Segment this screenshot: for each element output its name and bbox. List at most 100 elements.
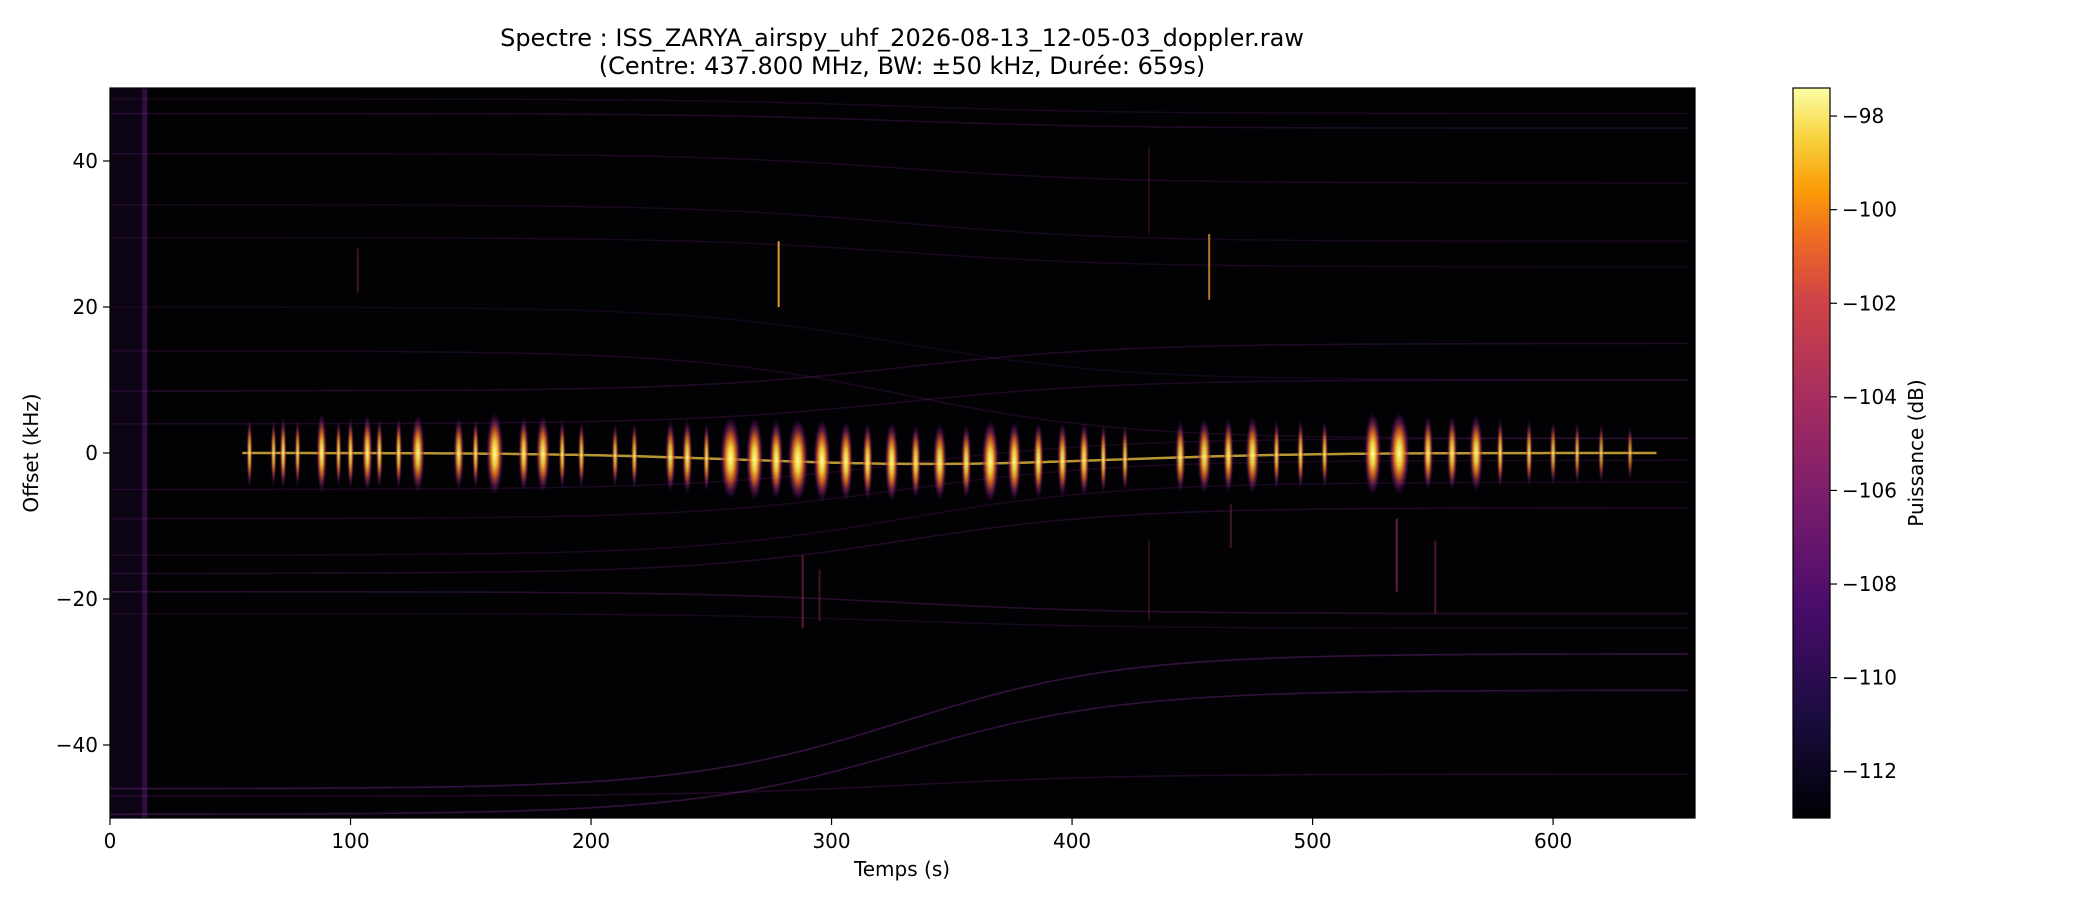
signal-burst-58 <box>1627 425 1634 481</box>
x-tick-label-300: 300 <box>812 829 850 853</box>
signal-burst-37 <box>1057 421 1068 498</box>
y-tick-label--40: −40 <box>56 733 98 757</box>
doppler-line-5 <box>110 306 1688 381</box>
doppler-line-15 <box>110 653 1688 790</box>
signal-burst-56 <box>1574 421 1581 485</box>
signal-burst-18 <box>611 422 619 488</box>
signal-burst-21 <box>682 419 693 495</box>
signal-burst-15 <box>536 415 550 494</box>
signal-burst-13 <box>486 411 504 496</box>
signal-burst-7 <box>362 414 373 493</box>
signal-burst-30 <box>884 421 899 502</box>
x-axis: 0 100 200 300 400 500 600 <box>104 818 1572 853</box>
signal-burst-2 <box>279 416 287 490</box>
x-tick-label-500: 500 <box>1293 829 1331 853</box>
signal-burst-35 <box>1007 420 1022 502</box>
signal-burst-45 <box>1273 419 1280 490</box>
x-tick-label-600: 600 <box>1534 829 1572 853</box>
signal-burst-4 <box>316 412 327 494</box>
signal-burst-49 <box>1388 411 1410 495</box>
signal-burst-6 <box>347 416 354 490</box>
signal-burst-52 <box>1469 414 1484 493</box>
colorbar-tick-label-98: −98 <box>1842 104 1884 128</box>
y-tick-label-40: 40 <box>73 149 98 173</box>
signal-burst-28 <box>839 420 853 502</box>
signal-burst-24 <box>745 417 764 501</box>
x-tick-label-100: 100 <box>331 829 369 853</box>
signal-burst-54 <box>1525 419 1533 487</box>
signal-burst-44 <box>1245 415 1260 494</box>
doppler-line-7 <box>110 342 1688 392</box>
x-tick-label-0: 0 <box>104 829 117 853</box>
signal-burst-33 <box>961 423 972 500</box>
x-axis-label: Temps (s) <box>853 857 950 881</box>
doppler-line-0 <box>110 98 1688 115</box>
y-tick-label-0: 0 <box>85 441 98 465</box>
x-tick-label-200: 200 <box>572 829 610 853</box>
signal-burst-25 <box>769 418 784 500</box>
y-axis-label: Offset (kHz) <box>19 393 43 512</box>
signal-burst-22 <box>703 422 710 493</box>
signal-burst-20 <box>665 419 676 493</box>
signal-burst-34 <box>981 419 999 503</box>
signal-burst-12 <box>472 418 480 489</box>
doppler-line-8 <box>110 379 1688 425</box>
colorbar-gradient <box>1792 87 1831 819</box>
colorbar-tick-label-110: −110 <box>1842 666 1897 690</box>
signal-burst-19 <box>630 421 638 490</box>
signal-burst-5 <box>335 419 342 488</box>
signal-burst-36 <box>1033 421 1044 500</box>
y-tick-label--20: −20 <box>56 587 98 611</box>
doppler-line-13 <box>110 590 1688 615</box>
signal-burst-50 <box>1422 415 1434 492</box>
signal-burst-47 <box>1321 419 1329 488</box>
signal-burst-3 <box>294 419 301 487</box>
signal-burst-26 <box>787 418 809 502</box>
signal-burst-11 <box>453 416 464 490</box>
signal-burst-17 <box>577 420 585 489</box>
colorbar-tick-label-106: −106 <box>1842 478 1897 502</box>
signal-burst-23 <box>720 416 741 500</box>
colorbar-tick-label-108: −108 <box>1842 572 1897 596</box>
doppler-line-16 <box>110 689 1688 816</box>
signal-burst-55 <box>1549 420 1557 486</box>
signal-burst-8 <box>375 417 383 489</box>
signal-burst-31 <box>910 423 921 500</box>
signal-burst-14 <box>518 416 529 492</box>
doppler-line-12 <box>110 507 1688 575</box>
signal-burst-43 <box>1223 417 1234 494</box>
signal-burst-16 <box>558 419 566 490</box>
signal-burst-29 <box>862 422 873 501</box>
signal-burst-48 <box>1364 411 1382 496</box>
chart-subtitle: (Centre: 437.800 MHz, BW: ±50 kHz, Durée… <box>599 52 1206 80</box>
signal-burst-41 <box>1175 420 1186 494</box>
x-tick-label-400: 400 <box>1053 829 1091 853</box>
doppler-line-4 <box>110 236 1688 268</box>
doppler-line-2 <box>110 152 1688 184</box>
plot-area <box>109 87 1696 819</box>
signal-burst-46 <box>1297 418 1304 490</box>
signal-burst-38 <box>1078 421 1090 497</box>
colorbar-tick-label-100: −100 <box>1842 198 1897 222</box>
signal-burst-10 <box>410 414 425 493</box>
signal-burst-42 <box>1197 418 1212 494</box>
signal-burst-1 <box>270 419 277 487</box>
signal-burst-9 <box>395 416 403 490</box>
colorbar: −112 −110 −108 −106 −104 −102 −100 −98 Puissanc… <box>1792 87 1928 819</box>
chart-title: Spectre : ISS_ZARYA_airspy_uhf_2026-08-1… <box>500 24 1304 52</box>
signal-burst-0 <box>246 417 253 489</box>
signal-burst-27 <box>813 418 831 503</box>
signal-burst-51 <box>1446 415 1458 491</box>
y-axis: −40 −20 0 20 40 <box>56 149 110 757</box>
signal-burst-40 <box>1121 424 1129 492</box>
doppler-line-17 <box>110 773 1688 797</box>
doppler-line-3 <box>110 204 1688 243</box>
start-noise-line <box>142 88 148 818</box>
start-noise-band <box>110 88 144 818</box>
doppler-line-11 <box>110 481 1688 556</box>
colorbar-tick-label-102: −102 <box>1842 291 1897 315</box>
colorbar-tick-label-104: −104 <box>1842 385 1897 409</box>
signal-burst-39 <box>1099 423 1107 494</box>
signal-burst-32 <box>932 422 947 501</box>
